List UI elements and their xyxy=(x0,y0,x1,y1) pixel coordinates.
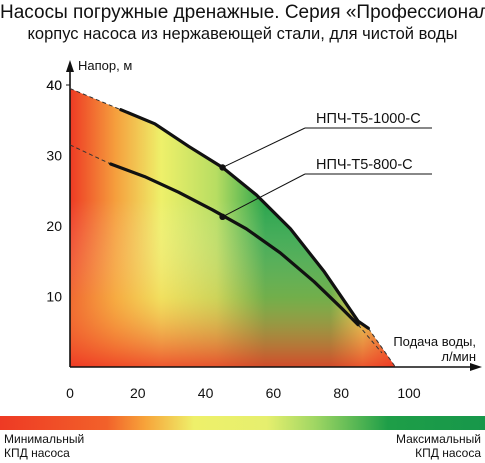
legend-max-line2: КПД насоса xyxy=(415,446,481,460)
x-tick-label: 80 xyxy=(333,385,349,401)
x-tick-label: 0 xyxy=(66,385,74,401)
series-line-1 xyxy=(119,108,370,330)
x-axis-label-unit: л/мин xyxy=(441,349,476,364)
y-tick-label: 30 xyxy=(46,148,62,164)
x-tick-label: 40 xyxy=(198,385,214,401)
x-tick-label: 60 xyxy=(266,385,282,401)
curve-extrapolation-end xyxy=(367,327,396,368)
efficiency-region-shade xyxy=(70,88,396,367)
series-label-2: НПЧ-Т5-800-С xyxy=(316,157,413,173)
y-axis: Напор, м xyxy=(66,58,132,367)
x-axis: Подача воды, л/мин xyxy=(70,334,482,371)
x-tick-label: 20 xyxy=(130,385,146,401)
page-title: Насосы погружные дренажные. Серия «Профе… xyxy=(0,2,485,23)
curve-extrapolation-end xyxy=(357,324,383,354)
pump-performance-chart: Напор, м Подача воды, л/мин 0 20 40 60 80 100… xyxy=(46,58,482,401)
y-tick-label: 40 xyxy=(46,77,62,93)
page-subtitle: корпус насоса из нержавеющей стали, для … xyxy=(27,25,458,43)
series-line-2 xyxy=(109,162,360,327)
y-tick-label: 20 xyxy=(46,218,62,234)
legend-min-line2: КПД насоса xyxy=(4,446,70,460)
curve-extrapolation-start xyxy=(69,144,111,165)
legend-min-label: Минимальный КПД насоса xyxy=(4,432,84,460)
x-axis-label: Подача воды, xyxy=(393,334,476,349)
legend-max-label: Максимальный КПД насоса xyxy=(396,432,481,460)
efficiency-color-scale xyxy=(0,416,485,430)
legend-max-line1: Максимальный xyxy=(395,432,481,446)
x-tick-label: 100 xyxy=(397,385,421,401)
callout-leader xyxy=(222,127,306,168)
y-tick-label: 10 xyxy=(46,289,62,305)
y-axis-label: Напор, м xyxy=(78,58,132,73)
y-tick-label: 40 xyxy=(46,77,62,93)
curve-extrapolation-start xyxy=(69,88,121,111)
callout-leader xyxy=(222,173,306,218)
series-label-1: НПЧ-Т5-1000-С xyxy=(316,111,421,127)
legend-min-line1: Минимальный xyxy=(4,432,85,446)
